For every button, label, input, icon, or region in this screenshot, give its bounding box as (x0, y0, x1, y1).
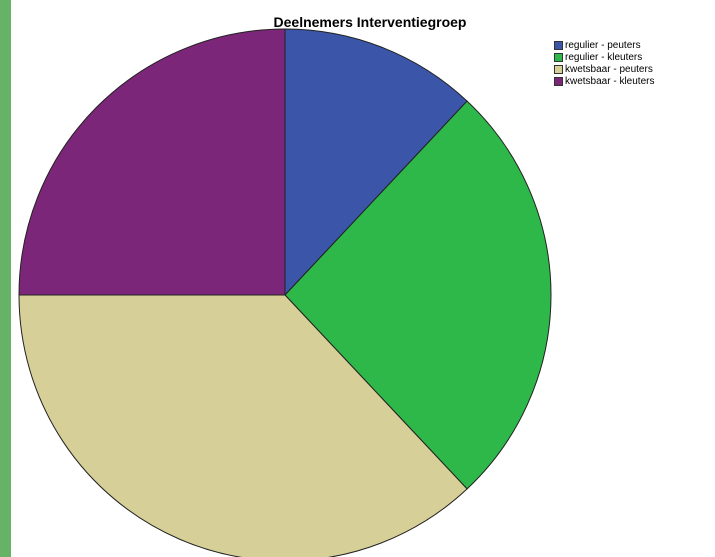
legend-label: regulier - peuters (565, 39, 641, 51)
legend-swatch (554, 76, 563, 86)
legend-label: kwetsbaar - kleuters (565, 75, 655, 87)
left-green-strip (0, 0, 11, 557)
chart-title: Deelnemers Interventiegroep (273, 14, 467, 30)
pie-slice-regulier-peuters (284, 28, 468, 297)
legend: regulier - peuters regulier - kleuters k… (554, 39, 704, 87)
legend-swatch (554, 64, 563, 74)
legend-label: kwetsbaar - peuters (565, 63, 653, 75)
pie-slice-kwetsbaar-peuters (18, 294, 468, 557)
legend-item-kwetsbaar-kleuters: kwetsbaar - kleuters (554, 75, 704, 87)
legend-item-regulier-peuters: regulier - peuters (554, 39, 704, 51)
pie-slice-kwetsbaar-kleuters (18, 28, 286, 296)
pie-slices (18, 28, 552, 557)
legend-item-regulier-kleuters: regulier - kleuters (554, 51, 704, 63)
legend-swatch (554, 40, 563, 50)
legend-swatch (554, 52, 563, 62)
legend-item-kwetsbaar-peuters: kwetsbaar - peuters (554, 63, 704, 75)
pie-slice-regulier-kleuters (284, 100, 552, 490)
legend-label: regulier - kleuters (565, 51, 643, 63)
